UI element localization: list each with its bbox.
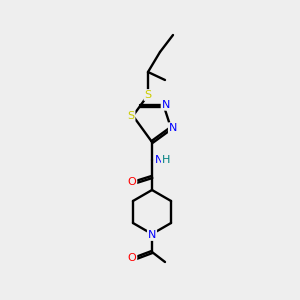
Text: N: N <box>169 123 177 133</box>
Text: H: H <box>162 155 170 165</box>
Text: S: S <box>144 90 152 100</box>
Text: O: O <box>128 177 136 187</box>
Text: S: S <box>128 111 134 121</box>
Text: N: N <box>162 100 170 110</box>
Text: N: N <box>148 230 156 240</box>
Text: O: O <box>128 253 136 263</box>
Text: N: N <box>155 155 163 165</box>
